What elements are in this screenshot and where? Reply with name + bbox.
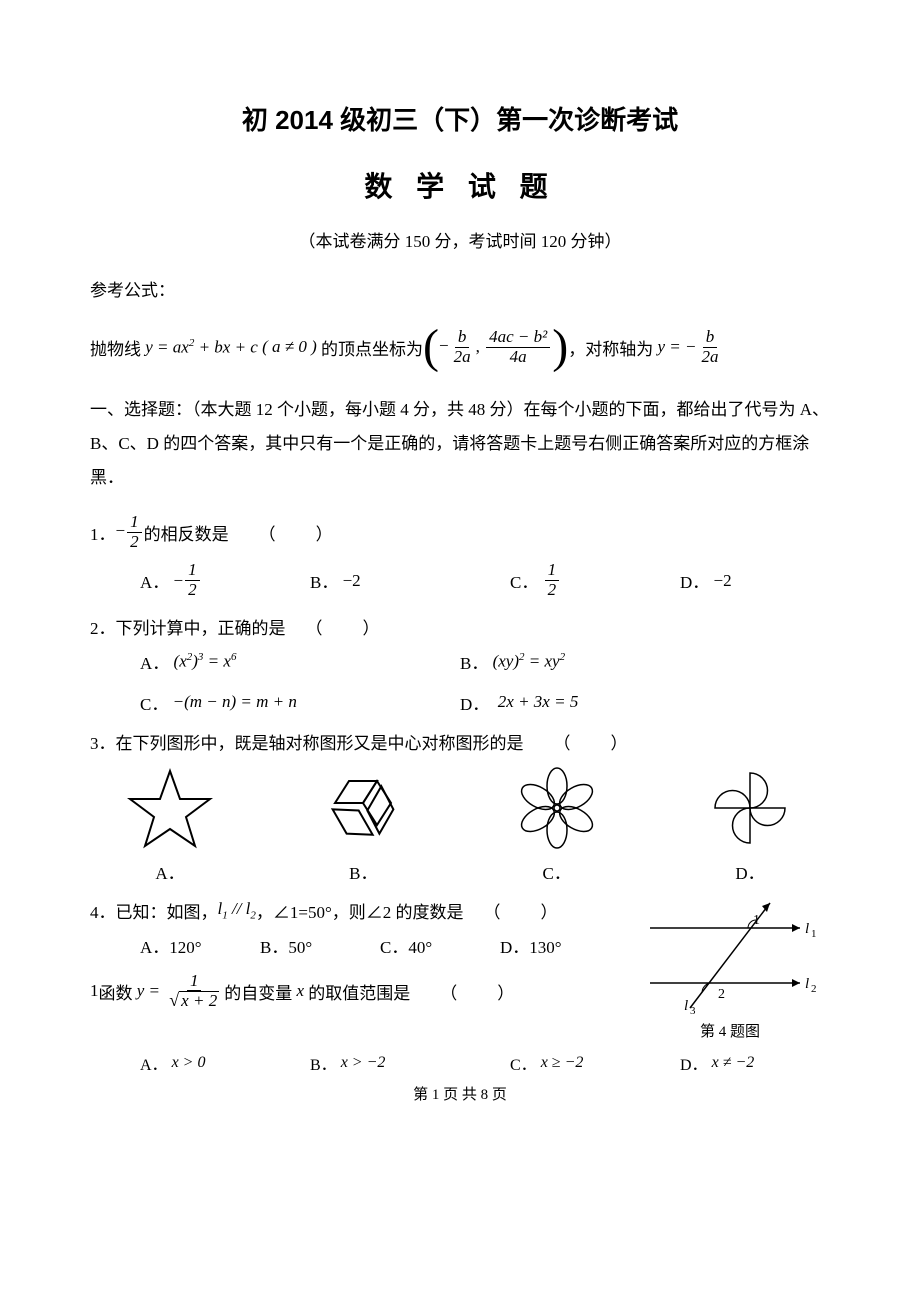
hexagon-knot-icon: [318, 766, 408, 851]
q2-opt-a-label: A．: [140, 649, 169, 674]
reference-formula-label: 参考公式：: [90, 276, 830, 301]
q1-opt-d-val: −2: [714, 571, 732, 591]
q1-opt-c-label: C．: [510, 568, 538, 593]
q5-opt-b-val: x > −2: [341, 1054, 386, 1072]
q1-opt-b-val: −2: [343, 571, 361, 591]
q5-number: 1: [90, 981, 99, 1001]
formula-equation: y = ax2 + bx + c: [141, 337, 258, 358]
formula-condition: ( a ≠ 0 ): [258, 337, 321, 357]
q4-opt-d: D．130°: [500, 933, 562, 958]
q4-opt-a: A．120°: [140, 933, 260, 958]
flower-icon: [512, 766, 602, 851]
section-1-description: 一、选择题：（本大题 12 个小题，每小题 4 分，共 48 分）在每个小题的下…: [90, 393, 830, 495]
q1-opt-a-label: A．: [140, 568, 169, 593]
q4-stem-b: l1 // l2: [218, 899, 256, 921]
svg-text:2: 2: [718, 987, 725, 1002]
q4-opt-b: B．50°: [260, 933, 380, 958]
q4-figure-caption: 第 4 题图: [630, 1020, 830, 1041]
q1-expr: −12: [116, 513, 144, 551]
svg-text:3: 3: [690, 1005, 696, 1017]
question-4: 4． 已知：如图， l1 // l2 ，∠1=50°，则∠2 的度数是 （ ） …: [90, 898, 630, 958]
q2-opt-d-label: D．: [460, 690, 489, 715]
q3-label-b: B．: [293, 859, 433, 884]
svg-text:l: l: [805, 976, 809, 992]
q1-opt-b-label: B．: [310, 568, 338, 593]
q5-var-x: x: [292, 981, 308, 1001]
svg-text:2: 2: [811, 983, 817, 995]
q1-opt-d-label: D．: [680, 568, 709, 593]
q1-number: 1．: [90, 520, 116, 545]
parallel-lines-icon: l1 l2 l3 1 2: [640, 898, 820, 1018]
question-3: 3． 在下列图形中，既是轴对称图形又是中心对称图形的是 （ ） A． B．: [90, 729, 830, 884]
q3-blank: （ ）: [554, 729, 630, 754]
q5-opt-a-label: A．: [140, 1051, 168, 1075]
formula-prefix: 抛物线: [90, 335, 141, 360]
page-footer: 第 1 页 共 8 页: [90, 1083, 830, 1104]
q3-shapes: A． B．: [90, 766, 830, 884]
question-1: 1． −12 的相反数是 （ ） A． −12 B． −2 C． 12 D． −…: [90, 513, 830, 600]
q5-options: A． x > 0 B． x > −2 C． x ≥ −2 D． x ≠ −2: [90, 1051, 830, 1075]
comma-text: ,: [476, 337, 485, 357]
axis-eq: y = −: [653, 337, 696, 357]
q5-opt-c-val: x ≥ −2: [541, 1054, 584, 1072]
svg-text:l: l: [805, 921, 809, 937]
q2-opt-b-label: B．: [460, 649, 488, 674]
pinwheel-icon: [705, 766, 795, 851]
q4-options: A．120° B．50° C．40° D．130°: [90, 933, 630, 958]
shape-flower: C．: [487, 766, 627, 884]
q4-q5-block: 4． 已知：如图， l1 // l2 ，∠1=50°，则∠2 的度数是 （ ） …: [90, 898, 830, 1041]
q4-stem-a: 已知：如图，: [116, 898, 218, 923]
right-paren-icon: ): [552, 323, 568, 371]
q5-opt-b-label: B．: [310, 1051, 337, 1075]
axis-frac: b2a: [698, 328, 721, 366]
q3-stem: 在下列图形中，既是轴对称图形又是中心对称图形的是: [116, 729, 524, 754]
shape-star: A．: [100, 766, 240, 884]
subject-title: 数 学 试 题: [90, 165, 830, 205]
star-icon: [125, 766, 215, 851]
q1-stem: 的相反数是: [144, 520, 229, 545]
question-5: 1 函数 y = 1 √x + 2 的自变量 x 的取值范围是 （ ）: [90, 972, 630, 1011]
q5-y: y =: [133, 981, 165, 1001]
q5-opt-d-label: D．: [680, 1051, 708, 1075]
shape-hexagon-knot: B．: [293, 766, 433, 884]
svg-text:l: l: [684, 998, 688, 1014]
q5-stem-a: 函数: [99, 979, 133, 1004]
q2-number: 2．: [90, 614, 116, 639]
vertex-x: −b2a: [439, 328, 476, 366]
q5-stem-c: 的取值范围是: [308, 979, 410, 1004]
q5-stem-b: 的自变量: [224, 979, 292, 1004]
q4-opt-c: C．40°: [380, 933, 500, 958]
question-2: 2． 下列计算中，正确的是 （ ） A． (x2)3 = x6 B． (xy)2…: [90, 614, 830, 715]
q5-frac: 1 √x + 2: [166, 972, 222, 1011]
exam-title: 初 2014 级初三（下）第一次诊断考试: [90, 100, 830, 137]
left-paren-icon: (: [423, 323, 439, 371]
q4-stem-c: ，∠1=50°，则∠2 的度数是: [256, 898, 464, 923]
q3-label-a: A．: [100, 859, 240, 884]
shape-pinwheel: D．: [680, 766, 820, 884]
reference-formula: 抛物线 y = ax2 + bx + c ( a ≠ 0 ) 的顶点坐标为 ( …: [90, 323, 830, 371]
svg-text:1: 1: [811, 928, 817, 940]
q5-opt-d-val: x ≠ −2: [712, 1054, 755, 1072]
formula-comma: ，: [568, 335, 585, 360]
q3-label-c: C．: [487, 859, 627, 884]
q2-blank: （ ）: [306, 614, 382, 639]
axis-label: 对称轴为: [585, 335, 653, 360]
exam-info: （本试卷满分 150 分，考试时间 120 分钟）: [90, 227, 830, 252]
q2-stem: 下列计算中，正确的是: [116, 614, 286, 639]
q5-blank: （ ）: [440, 979, 516, 1004]
q5-opt-a-val: x > 0: [172, 1054, 206, 1072]
formula-mid: 的顶点坐标为: [321, 335, 423, 360]
q1-options: A． −12 B． −2 C． 12 D． −2: [90, 561, 830, 599]
q2-opt-c-label: C．: [140, 690, 168, 715]
vertex-y: 4ac − b²4a: [486, 328, 550, 366]
q4-number: 4．: [90, 898, 116, 923]
q3-label-d: D．: [680, 859, 820, 884]
q1-blank: （ ）: [259, 520, 335, 545]
q5-opt-c-label: C．: [510, 1051, 537, 1075]
q4-blank: （ ）: [484, 898, 560, 923]
q4-figure: l1 l2 l3 1 2 第 4 题图: [630, 898, 830, 1041]
q3-number: 3．: [90, 729, 116, 754]
